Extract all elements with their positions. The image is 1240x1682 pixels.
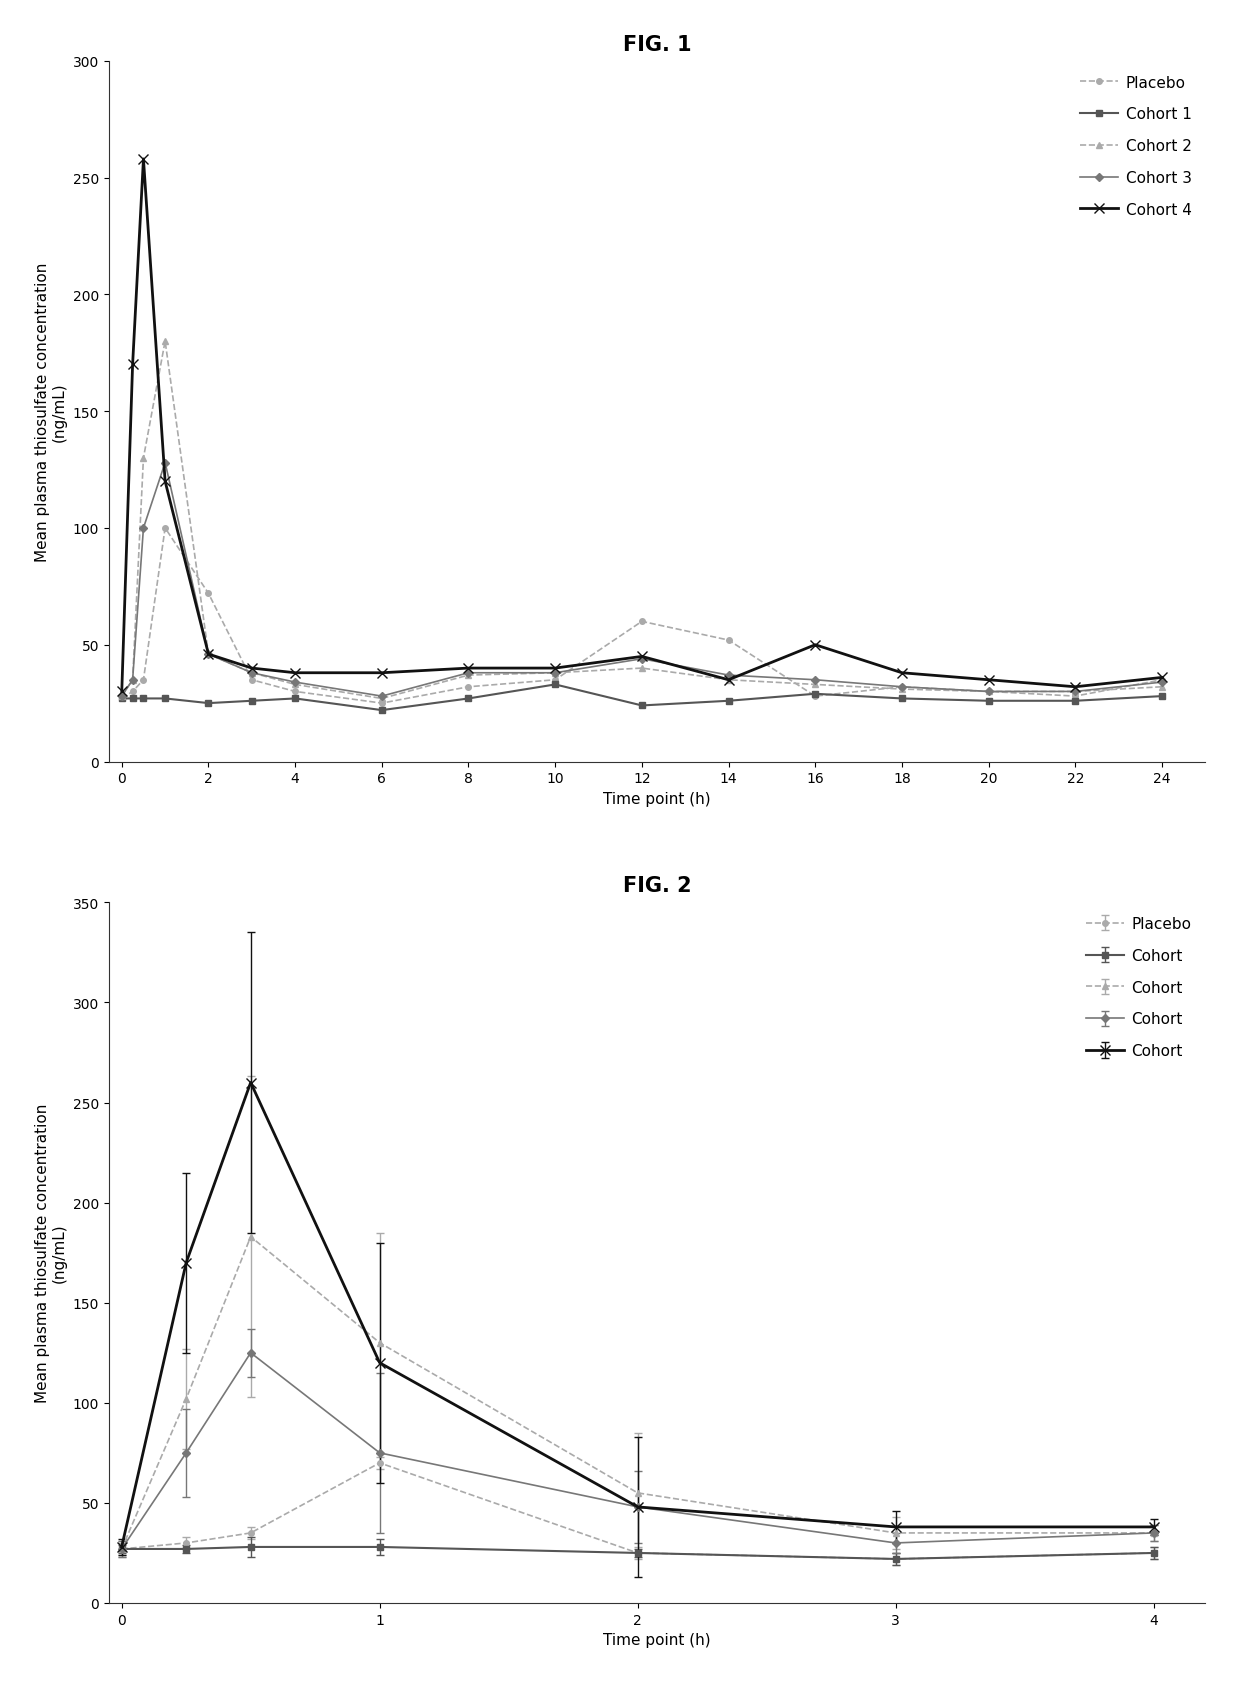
Line: Cohort 1: Cohort 1 [119, 683, 1164, 713]
Placebo [201, 584, 216, 604]
Cohort 4 [288, 663, 303, 683]
Cohort 3 [114, 686, 129, 706]
Cohort 1 [114, 690, 129, 710]
Title: FIG. 1: FIG. 1 [622, 35, 692, 56]
Cohort 2 [136, 449, 151, 469]
Cohort 3 [1068, 681, 1083, 701]
Cohort 4 [136, 150, 151, 170]
Cohort 2 [288, 674, 303, 695]
Placebo [461, 678, 476, 698]
Cohort 1 [288, 690, 303, 710]
Placebo [244, 669, 259, 690]
Placebo [157, 518, 172, 538]
Cohort 1 [461, 690, 476, 710]
Cohort 2 [807, 674, 822, 695]
Cohort 1 [136, 690, 151, 710]
Cohort 1 [1154, 686, 1169, 706]
Cohort 2 [981, 681, 996, 701]
X-axis label: Time point (h): Time point (h) [603, 1632, 711, 1647]
Cohort 3 [201, 644, 216, 664]
Cohort 3 [461, 663, 476, 683]
Placebo [981, 681, 996, 701]
Cohort 2 [201, 644, 216, 664]
Cohort 3 [807, 669, 822, 690]
Cohort 3 [894, 678, 909, 698]
Placebo [374, 693, 389, 713]
Cohort 2 [157, 331, 172, 352]
Placebo [114, 690, 129, 710]
Cohort 3 [548, 663, 563, 683]
Cohort 2 [374, 690, 389, 710]
Cohort 1 [244, 691, 259, 711]
Cohort 2 [635, 659, 650, 680]
Cohort 3 [981, 681, 996, 701]
Cohort 3 [1154, 673, 1169, 693]
Cohort 1 [981, 691, 996, 711]
Cohort 1 [1068, 691, 1083, 711]
Cohort 2 [1068, 681, 1083, 701]
Placebo [125, 681, 140, 701]
Cohort 4 [157, 473, 172, 493]
Placebo [288, 681, 303, 701]
Cohort 2 [244, 663, 259, 683]
Cohort 3 [374, 686, 389, 706]
Cohort 4 [374, 663, 389, 683]
Cohort 3 [157, 452, 172, 473]
Y-axis label: Mean plasma thiosulfate concentration
(ng/mL): Mean plasma thiosulfate concentration (n… [35, 1103, 67, 1403]
Cohort 1 [157, 690, 172, 710]
Cohort 3 [125, 669, 140, 690]
Cohort 2 [548, 663, 563, 683]
Cohort 1 [635, 696, 650, 717]
Placebo [807, 686, 822, 706]
Line: Cohort 4: Cohort 4 [117, 155, 1167, 696]
Legend: Placebo, Cohort, Cohort, Cohort, Cohort: Placebo, Cohort, Cohort, Cohort, Cohort [1080, 910, 1198, 1065]
Cohort 2 [722, 669, 737, 690]
Cohort 4 [894, 663, 909, 683]
Placebo [722, 631, 737, 651]
Cohort 4 [1068, 678, 1083, 698]
Cohort 4 [461, 659, 476, 680]
Placebo [635, 612, 650, 632]
Cohort 4 [125, 355, 140, 375]
X-axis label: Time point (h): Time point (h) [603, 791, 711, 806]
Placebo [1154, 669, 1169, 690]
Y-axis label: Mean plasma thiosulfate concentration
(ng/mL): Mean plasma thiosulfate concentration (n… [35, 262, 67, 562]
Cohort 1 [374, 701, 389, 722]
Cohort 1 [722, 691, 737, 711]
Cohort 2 [894, 680, 909, 700]
Cohort 4 [548, 659, 563, 680]
Cohort 4 [807, 636, 822, 656]
Cohort 1 [201, 693, 216, 713]
Line: Cohort 3: Cohort 3 [119, 461, 1164, 700]
Placebo [136, 669, 151, 690]
Cohort 4 [201, 644, 216, 664]
Placebo [1068, 686, 1083, 706]
Cohort 1 [125, 690, 140, 710]
Cohort 4 [1154, 668, 1169, 688]
Cohort 3 [244, 663, 259, 683]
Cohort 1 [894, 690, 909, 710]
Cohort 4 [981, 669, 996, 690]
Cohort 4 [722, 669, 737, 690]
Cohort 2 [461, 666, 476, 686]
Cohort 4 [114, 681, 129, 701]
Cohort 2 [114, 686, 129, 706]
Cohort 1 [807, 685, 822, 705]
Cohort 3 [635, 649, 650, 669]
Line: Cohort 2: Cohort 2 [119, 340, 1164, 701]
Cohort 3 [288, 673, 303, 693]
Cohort 1 [548, 674, 563, 695]
Cohort 2 [1154, 678, 1169, 698]
Title: FIG. 2: FIG. 2 [622, 876, 692, 897]
Cohort 4 [635, 648, 650, 668]
Cohort 4 [244, 659, 259, 680]
Cohort 3 [136, 518, 151, 538]
Line: Placebo: Placebo [119, 526, 1164, 706]
Legend: Placebo, Cohort 1, Cohort 2, Cohort 3, Cohort 4: Placebo, Cohort 1, Cohort 2, Cohort 3, C… [1074, 69, 1198, 224]
Placebo [548, 669, 563, 690]
Cohort 2 [125, 669, 140, 690]
Placebo [894, 678, 909, 698]
Cohort 3 [722, 666, 737, 686]
